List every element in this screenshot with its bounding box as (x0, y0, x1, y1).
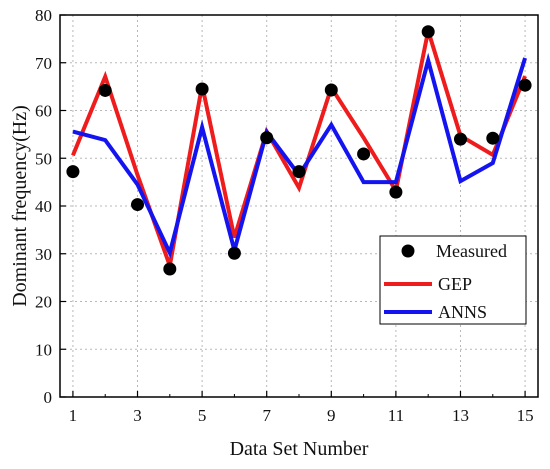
point-measured (518, 78, 532, 92)
point-measured (324, 83, 338, 97)
point-measured (486, 131, 500, 145)
y-axis-label: Dominant frequency(Hz) (9, 105, 31, 307)
point-measured (131, 198, 145, 212)
legend-marker-measured (401, 244, 415, 258)
legend-label-anns: ANNS (438, 302, 487, 322)
x-tick-label: 5 (198, 406, 207, 425)
point-measured (292, 165, 306, 179)
y-tick-label: 50 (35, 149, 52, 168)
point-measured (98, 83, 112, 97)
point-measured (66, 165, 80, 179)
x-tick-label: 1 (69, 406, 78, 425)
legend-label-gep: GEP (438, 274, 472, 294)
point-measured (163, 262, 177, 276)
y-tick-label: 40 (35, 197, 52, 216)
point-measured (227, 246, 241, 260)
y-tick-label: 80 (35, 6, 52, 25)
point-measured (357, 147, 371, 161)
x-tick-label: 11 (388, 406, 404, 425)
x-tick-label: 15 (517, 406, 534, 425)
point-measured (421, 25, 435, 39)
legend-label-measured: Measured (436, 241, 507, 261)
series-line-anns (72, 52, 527, 259)
point-measured (195, 82, 209, 96)
point-measured (260, 131, 274, 145)
y-tick-label: 20 (35, 293, 52, 312)
x-tick-label: 7 (262, 406, 271, 425)
x-axis-label: Data Set Number (230, 438, 369, 460)
y-tick-label: 70 (35, 54, 52, 73)
y-tick-label: 0 (44, 388, 53, 407)
y-tick-label: 10 (35, 340, 52, 359)
series-layer (66, 25, 532, 276)
x-tick-label: 13 (452, 406, 469, 425)
x-tick-label: 9 (327, 406, 336, 425)
y-tick-label: 60 (35, 102, 52, 121)
series-line-gep (71, 30, 527, 274)
point-measured (453, 132, 467, 146)
y-tick-label: 30 (35, 245, 52, 264)
x-tick-label: 3 (133, 406, 142, 425)
point-measured (389, 185, 403, 199)
legend: Measured GEP ANNS (379, 235, 527, 325)
plot-frame (59, 14, 539, 398)
